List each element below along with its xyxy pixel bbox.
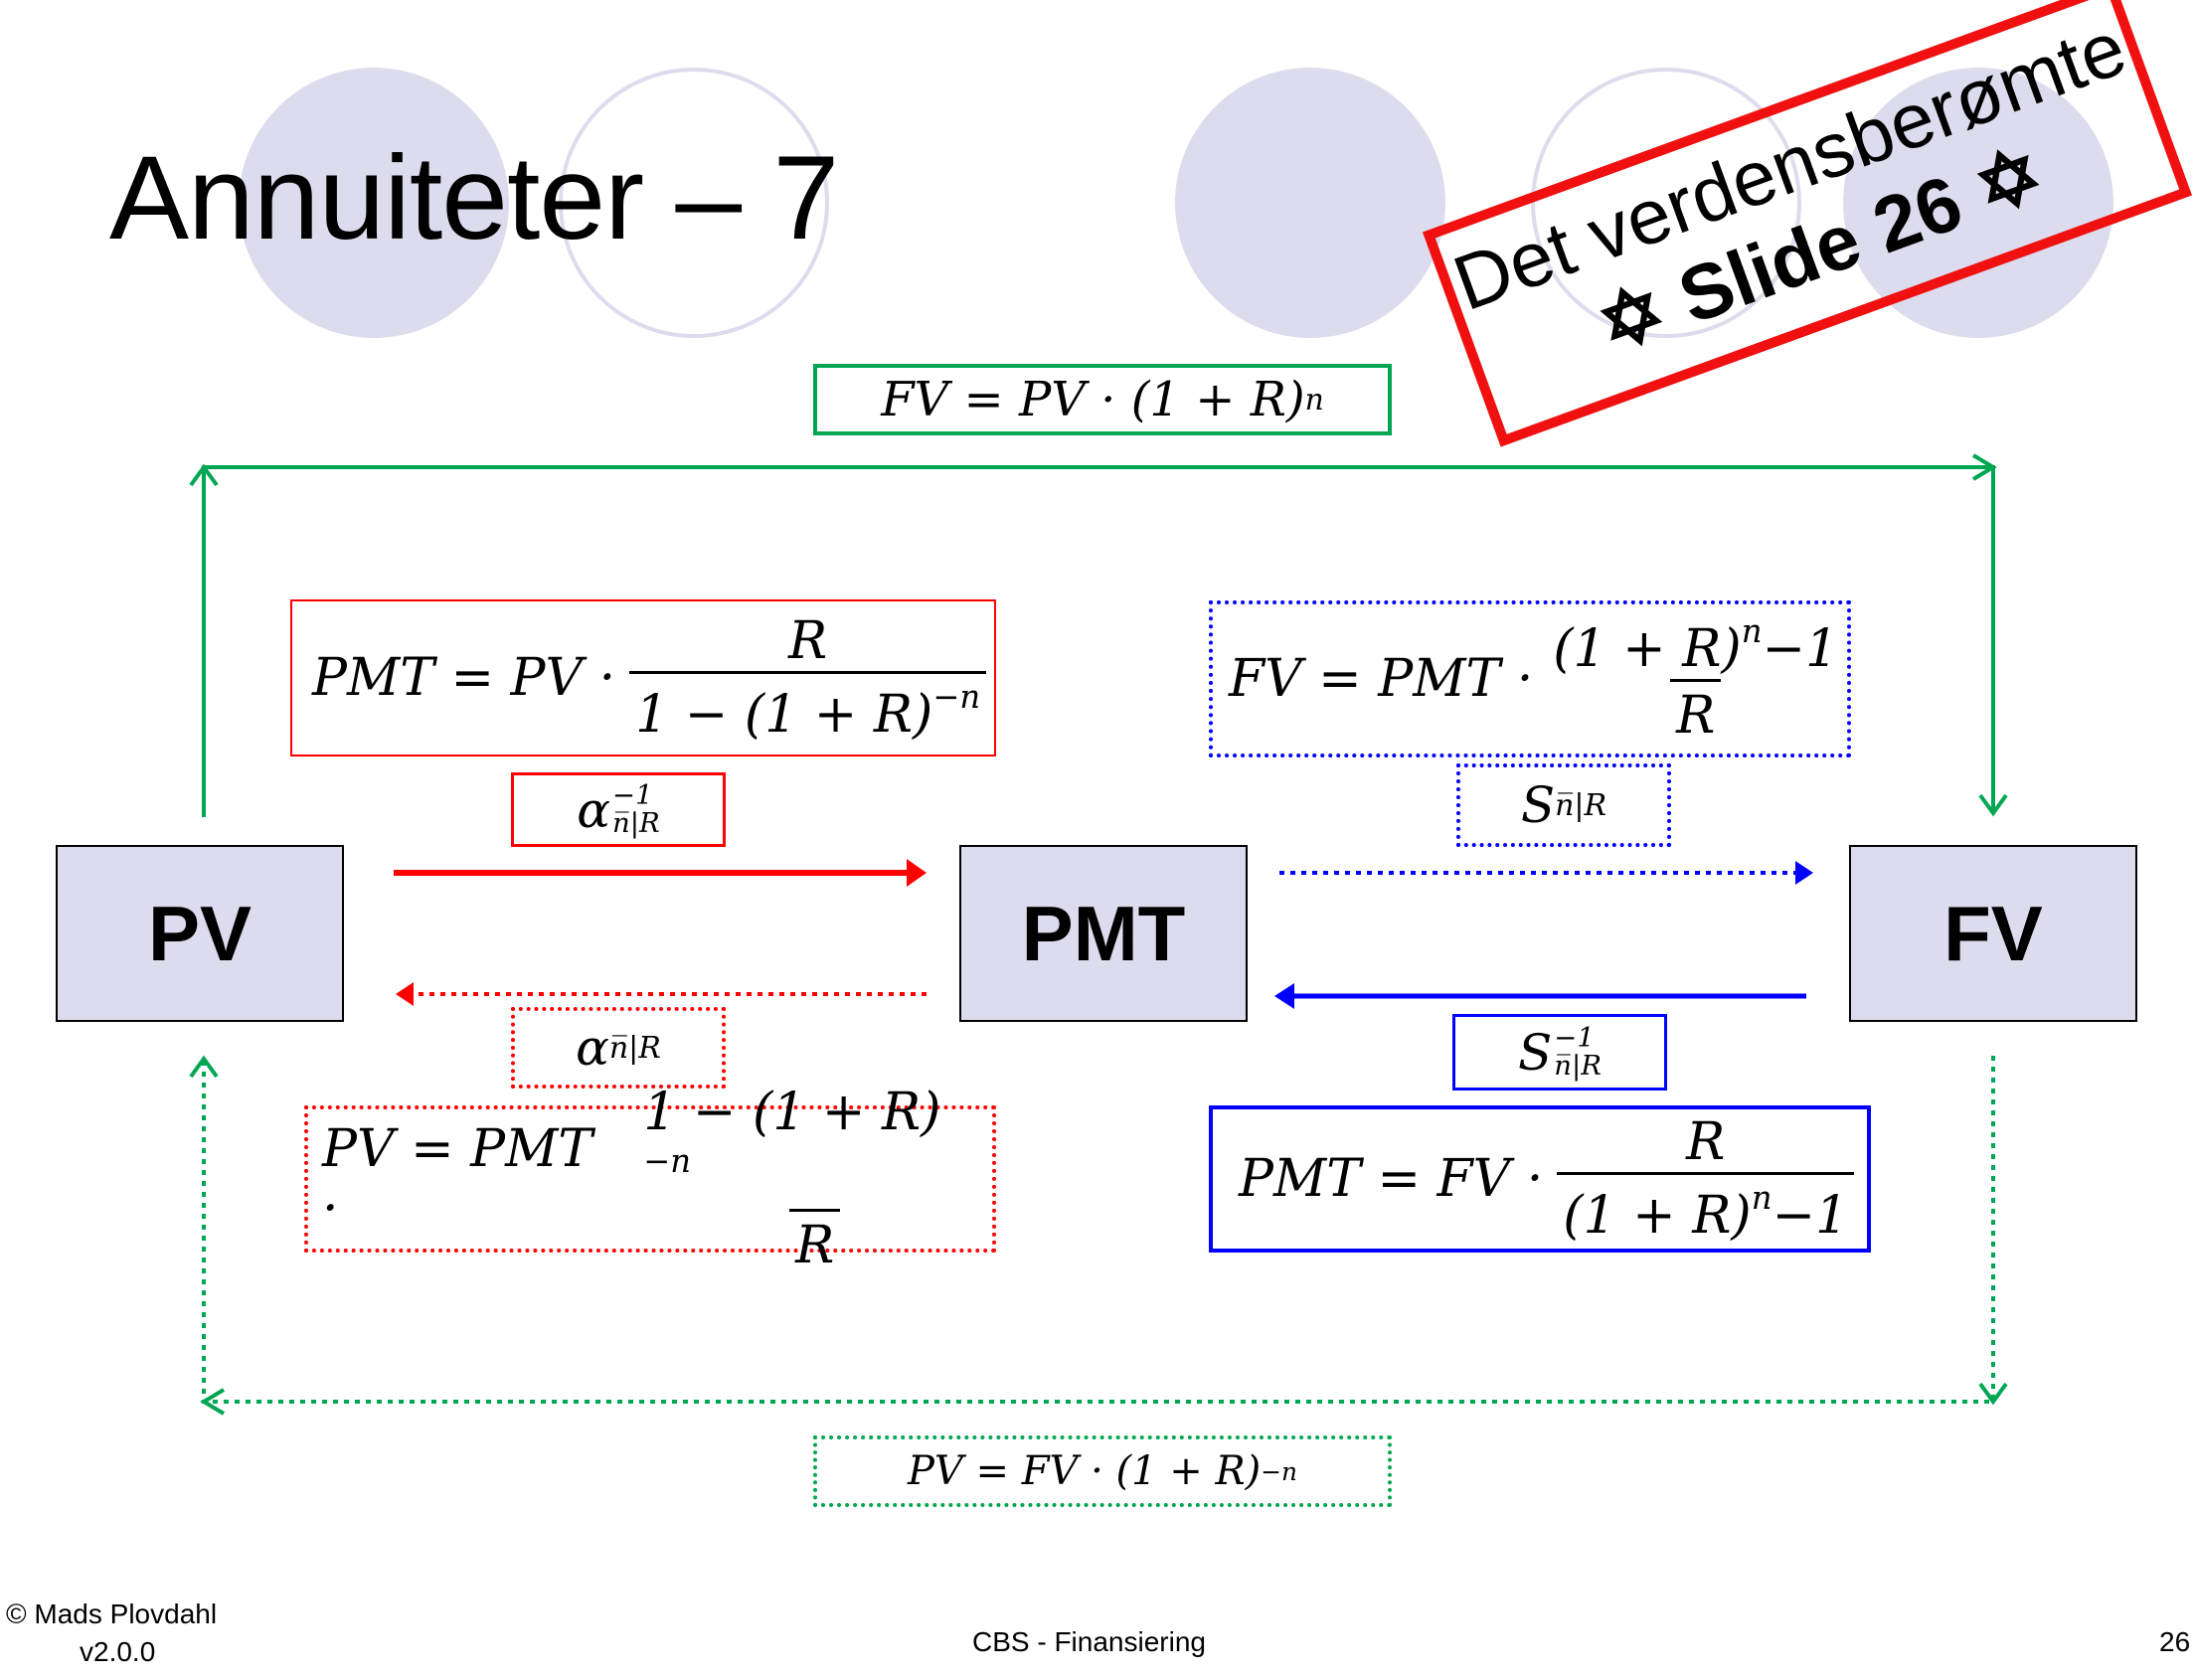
symbol-s-sub: n̅|R	[1555, 787, 1607, 823]
formula-pv-from-pmt: PV = PMT · 1 − (1 + R)−n R	[304, 1083, 996, 1275]
formula-pmt-from-fv-den: (1 + R)n−1	[1557, 1171, 1855, 1247]
formula-fv-from-pv: FV = PV · (1 + R) n	[813, 364, 1392, 435]
symbol-alpha: α n̅|R	[511, 1007, 726, 1089]
formula-pv-from-fv-text: PV = FV · (1 + R)	[907, 1448, 1262, 1494]
footer-version: v2.0.0	[80, 1636, 156, 1667]
formula-fv-from-pv-exp: n	[1304, 382, 1324, 418]
symbol-alpha-inverse-sup: −1	[612, 779, 653, 811]
symbol-alpha-base: α	[576, 1019, 609, 1077]
decor-circle-2	[559, 68, 829, 338]
symbol-alpha-inverse-base: α	[577, 780, 611, 839]
green-solid-path	[189, 453, 2008, 817]
symbol-alpha-inverse-sub: n̅|R	[612, 806, 660, 839]
arrow-fv-to-pmt	[1274, 983, 1806, 1009]
formula-fv-from-pmt: FV = PMT · (1 + R)n−1 R	[1209, 600, 1851, 757]
formula-pmt-from-fv-fraction: R (1 + R)n−1	[1557, 1111, 1855, 1247]
formula-pv-from-pmt-den: R	[789, 1209, 841, 1275]
formula-fv-from-pmt-fraction: (1 + R)n−1 R	[1547, 612, 1844, 746]
formula-pmt-from-fv-den-base: (1 + R)	[1563, 1186, 1752, 1247]
arrow-pmt-to-fv	[1279, 861, 1813, 885]
formula-pv-from-pmt-num-base: 1 − (1 + R)	[643, 1082, 941, 1142]
footer-author: © Mads Plovdahl	[6, 1598, 218, 1629]
decor-circle-5	[1843, 68, 2113, 338]
formula-pv-from-pmt-num: 1 − (1 + R)−n	[637, 1083, 992, 1209]
formula-pmt-from-pv: PMT = PV · R 1 − (1 + R)−n	[290, 599, 996, 756]
formula-pv-from-pmt-num-exp: −n	[643, 1141, 692, 1180]
decor-circle-4	[1531, 68, 1801, 338]
formula-pmt-from-fv-num: R	[1686, 1111, 1726, 1172]
formula-fv-from-pv-text: FV = PV · (1 + R)	[881, 372, 1305, 427]
symbol-s-inverse-sup: −1	[1554, 1022, 1595, 1054]
formula-pmt-from-pv-lhs: PMT = PV ·	[312, 648, 616, 708]
formula-fv-from-pmt-num: (1 + R)n−1	[1547, 612, 1844, 679]
symbol-s-base: S	[1520, 776, 1556, 834]
formula-pmt-from-pv-den: 1 − (1 + R)−n	[629, 670, 987, 746]
symbol-alpha-inverse-scripts: −1 n̅|R	[612, 779, 660, 839]
slide-title: Annuiteter – 7	[109, 131, 839, 264]
formula-pmt-from-fv-lhs: PMT = FV ·	[1239, 1149, 1544, 1209]
node-fv: FV	[1849, 845, 2137, 1022]
arrow-pv-to-pmt	[394, 859, 927, 887]
formula-pmt-from-fv-den-exp: n	[1751, 1178, 1773, 1217]
symbol-alpha-inverse: α −1 n̅|R	[511, 772, 726, 847]
formula-pv-from-fv: PV = FV · (1 + R) −n	[813, 1435, 1392, 1507]
decor-circle-3	[1175, 68, 1445, 338]
symbol-alpha-sub: n̅|R	[608, 1030, 661, 1066]
formula-fv-from-pmt-num-tail: −1	[1762, 619, 1839, 680]
formula-fv-from-pmt-lhs: FV = PMT ·	[1229, 649, 1534, 709]
symbol-s-inverse-scripts: −1 n̅|R	[1554, 1022, 1602, 1082]
formula-fv-from-pmt-num-exp: n	[1741, 611, 1763, 650]
formula-pv-from-fv-exp: −n	[1261, 1456, 1297, 1486]
green-dotted-path	[202, 1056, 1995, 1404]
formula-pmt-from-fv: PMT = FV · R (1 + R)n−1	[1209, 1105, 1871, 1253]
formula-pmt-from-pv-den-exp: −n	[932, 677, 981, 716]
formula-pv-from-pmt-fraction: 1 − (1 + R)−n R	[637, 1083, 992, 1275]
symbol-s-inverse-base: S	[1518, 1023, 1553, 1082]
symbol-s-inverse-sub: n̅|R	[1554, 1049, 1602, 1082]
node-pmt: PMT	[959, 845, 1248, 1022]
symbol-s-inverse: S −1 n̅|R	[1452, 1014, 1667, 1091]
decor-circle-1	[239, 68, 509, 338]
formula-fv-from-pmt-num-base: (1 + R)	[1553, 619, 1742, 680]
formula-pmt-from-pv-den-base: 1 − (1 + R)	[635, 685, 933, 746]
arrow-pmt-to-pv	[396, 982, 927, 1006]
formula-pmt-from-pv-num: R	[788, 610, 828, 671]
footer-page-number: 26	[2159, 1626, 2191, 1657]
footer-course: CBS - Finansiering	[972, 1626, 1206, 1657]
node-pv: PV	[56, 845, 344, 1022]
formula-pmt-from-fv-den-tail: −1	[1772, 1186, 1849, 1247]
formula-pv-from-pmt-lhs: PV = PMT ·	[322, 1119, 593, 1239]
formula-pmt-from-pv-fraction: R 1 − (1 + R)−n	[629, 610, 987, 746]
formula-fv-from-pmt-den: R	[1670, 679, 1722, 746]
